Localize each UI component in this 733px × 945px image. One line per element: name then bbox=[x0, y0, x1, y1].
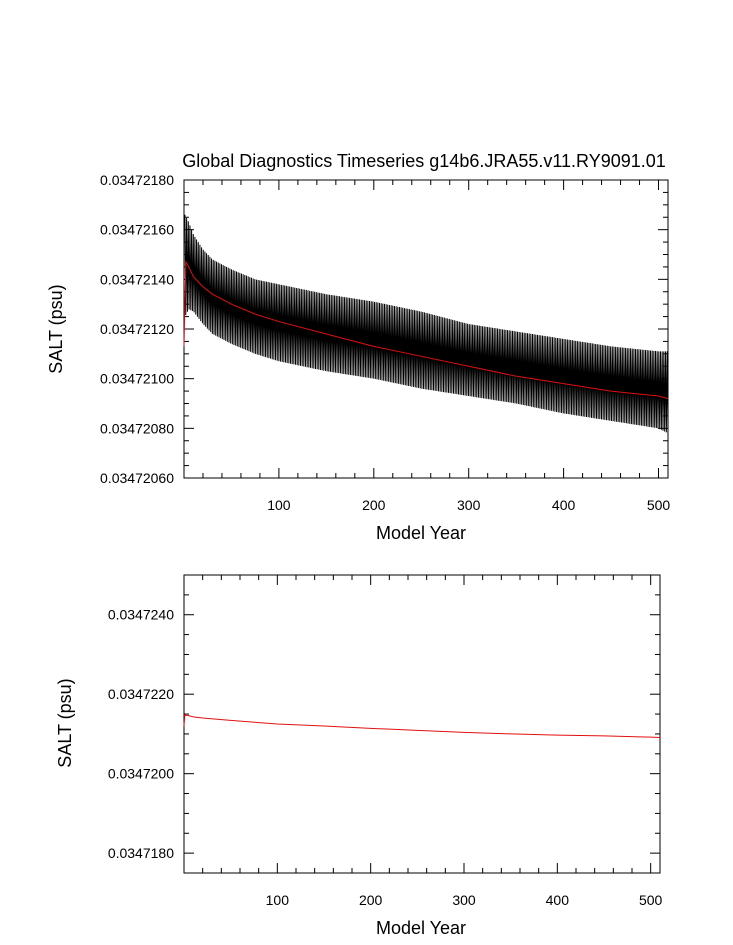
x-tick-label: 500 bbox=[647, 497, 671, 513]
y-tick-label: 0.03472060 bbox=[100, 470, 174, 486]
top-y-axis-title: SALT (psu) bbox=[46, 284, 66, 373]
series-line-annual-mean bbox=[183, 712, 661, 739]
top-plot: Global Diagnostics Timeseries g14b6.JRA5… bbox=[46, 151, 670, 543]
series-line-annual-mean bbox=[183, 260, 669, 400]
x-tick-label: 100 bbox=[267, 497, 291, 513]
top-x-ticks: 100 200 300 400 500 bbox=[202, 180, 671, 513]
bottom-y-axis-title: SALT (psu) bbox=[55, 678, 75, 767]
top-y-ticks: 0.03472060 0.03472080 0.03472100 0.03472120… bbox=[100, 172, 668, 486]
x-tick-label: 300 bbox=[457, 497, 481, 513]
y-tick-label: 0.03472140 bbox=[100, 271, 174, 287]
y-tick-label: 0.03472180 bbox=[100, 172, 174, 188]
bottom-x-ticks: 100 200 300 400 500 bbox=[202, 575, 663, 908]
bottom-plot-frame bbox=[183, 574, 661, 874]
x-tick-label: 400 bbox=[552, 497, 576, 513]
y-tick-label: 0.0347240 bbox=[108, 607, 174, 623]
x-tick-label: 500 bbox=[639, 892, 663, 908]
x-tick-label: 200 bbox=[362, 497, 386, 513]
bottom-plot: 100 200 300 400 500 0.03471800.03472000.0347… bbox=[55, 574, 663, 938]
y-tick-label: 0.03472120 bbox=[100, 321, 174, 337]
bottom-series bbox=[183, 712, 661, 739]
series-line-oscillation bbox=[184, 214, 669, 434]
chart-title: Global Diagnostics Timeseries g14b6.JRA5… bbox=[182, 151, 666, 171]
y-tick-label: 0.03472160 bbox=[100, 222, 174, 238]
bottom-y-ticks: 0.0347180 0.0347200 0.0347220 0.0347240 bbox=[108, 574, 660, 874]
y-tick-label: 0.03472100 bbox=[100, 371, 174, 387]
top-x-axis-title: Model Year bbox=[376, 523, 466, 543]
top-series bbox=[183, 214, 669, 434]
x-tick-label: 400 bbox=[546, 892, 570, 908]
x-tick-label: 100 bbox=[266, 892, 290, 908]
y-tick-label: 0.0347200 bbox=[108, 766, 174, 782]
x-tick-label: 300 bbox=[452, 892, 476, 908]
y-tick-label: 0.0347180 bbox=[108, 845, 174, 861]
y-tick-label: 0.03472080 bbox=[100, 420, 174, 436]
x-tick-label: 200 bbox=[359, 892, 383, 908]
y-tick-label: 0.0347220 bbox=[108, 686, 174, 702]
bottom-x-axis-title: Model Year bbox=[376, 918, 466, 938]
